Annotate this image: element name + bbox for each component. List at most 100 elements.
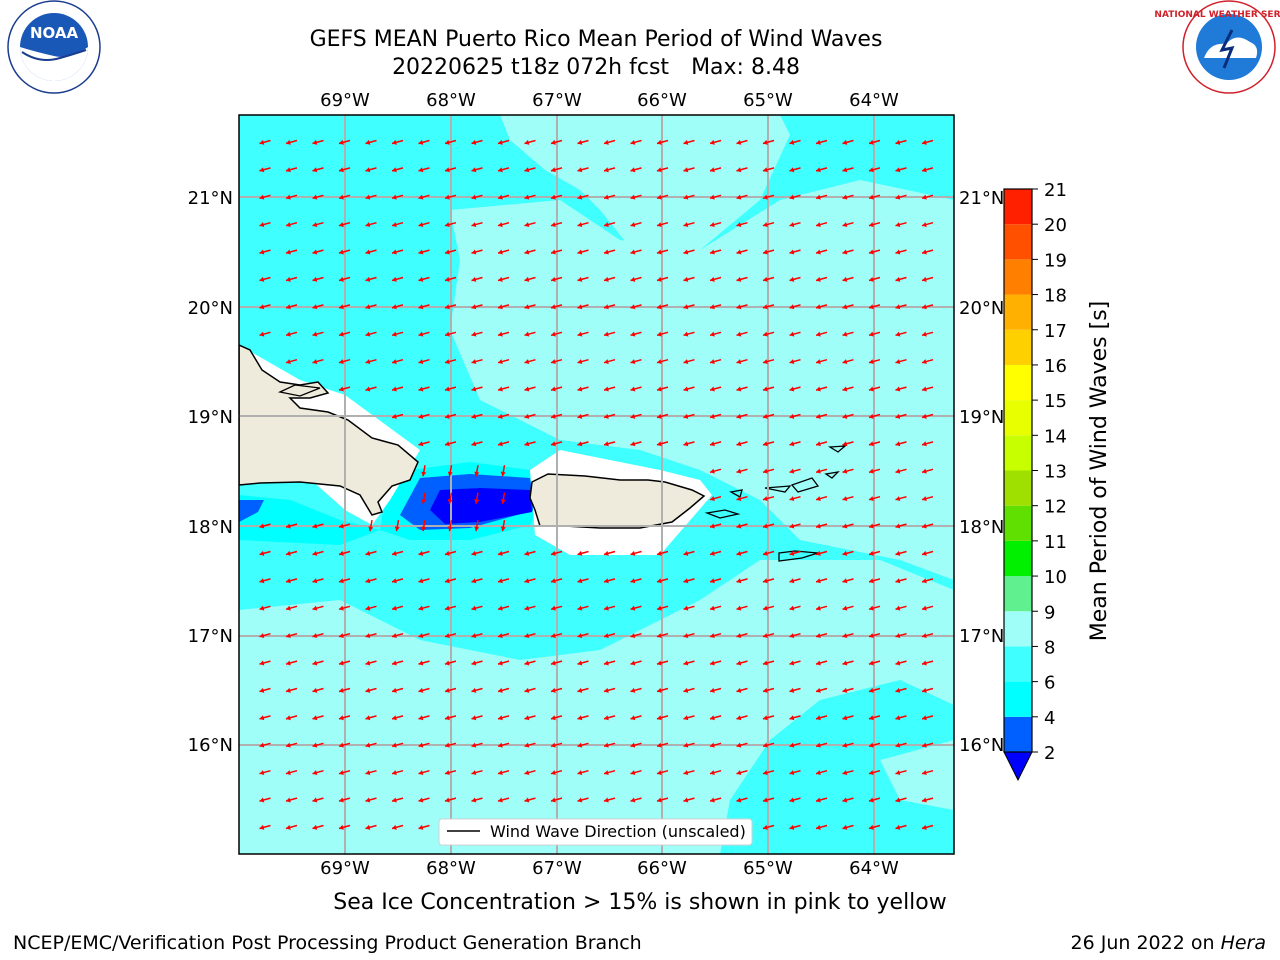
wind-arrow — [762, 276, 775, 282]
wind-arrow — [550, 358, 563, 365]
wind-arrow — [550, 632, 563, 639]
wind-arrow — [842, 194, 854, 200]
wind-arrow — [471, 605, 483, 611]
wind-arrow — [656, 441, 669, 447]
lon-label-bottom: 69°W — [320, 858, 370, 879]
wind-arrow — [736, 578, 748, 584]
wind-arrow — [683, 742, 695, 748]
wind-arrow — [444, 605, 457, 611]
wind-arrow — [312, 139, 324, 145]
wind-arrow — [421, 465, 427, 477]
wind-arrow — [842, 358, 854, 365]
wind-arrow — [789, 304, 801, 310]
wind-arrow — [285, 769, 298, 776]
wind-arrow — [391, 742, 404, 748]
wind-arrow — [921, 769, 934, 776]
wind-arrow — [550, 578, 563, 584]
wind-arrow — [709, 276, 722, 282]
colorbar-ticks: 2 4 6 8 9 10 11 12 13 14 15 16 17 18 19 20 21 — [1032, 180, 1067, 764]
wind-arrow — [259, 523, 271, 529]
wind-arrow — [285, 824, 298, 830]
wind-arrow — [312, 797, 324, 803]
wind-arrow — [683, 715, 695, 721]
island-outline — [827, 445, 847, 453]
wind-arrow — [789, 687, 801, 693]
wind-arrow — [471, 386, 483, 392]
wind-arrow — [921, 715, 934, 721]
wind-arrow — [394, 519, 400, 532]
wind-arrow — [497, 715, 510, 721]
wind-arrow — [842, 221, 854, 228]
wind-arrow — [365, 578, 377, 584]
wind-arrow — [444, 167, 457, 173]
wind-arrow — [709, 304, 722, 310]
wind-arrow — [815, 550, 828, 556]
wind-arrow — [709, 742, 722, 748]
wind-arrow — [709, 578, 722, 584]
wind-arrow — [338, 523, 351, 529]
wind-arrow — [736, 523, 748, 529]
wind-arrow — [789, 660, 801, 666]
wind-arrow — [815, 441, 828, 447]
wind-arrow — [630, 769, 642, 776]
wind-arrow — [709, 715, 722, 721]
wind-arrow — [550, 386, 563, 392]
wind-arrow — [577, 386, 589, 392]
colorbar-segment — [1004, 470, 1032, 506]
wind-arrow — [656, 769, 669, 776]
wind-arrow — [550, 139, 563, 145]
wind-arrow — [285, 550, 298, 556]
wind-arrow — [842, 276, 854, 282]
wind-arrow — [630, 605, 642, 611]
wind-arrow — [789, 605, 801, 611]
wind-arrow — [921, 221, 934, 228]
wind-arrow — [418, 221, 430, 228]
colorbar-tick-label: 19 — [1044, 250, 1067, 271]
wind-arrow — [285, 276, 298, 282]
hispaniola-land — [239, 344, 419, 516]
colorbar-tick-label: 9 — [1044, 602, 1055, 623]
wind-arrow — [497, 167, 510, 173]
wind-arrow — [471, 578, 483, 584]
wind-arrow — [338, 578, 351, 584]
wind-arrow — [921, 687, 934, 693]
wind-arrow — [603, 194, 616, 200]
wind-arrow — [868, 221, 881, 228]
wind-arrow — [762, 660, 775, 666]
colorbar-segment — [1004, 400, 1032, 436]
wind-arrow — [418, 139, 430, 145]
wind-arrow — [259, 249, 271, 255]
colorbar-tick-label: 20 — [1044, 215, 1067, 236]
wind-arrow — [391, 304, 404, 310]
wind-arrow — [418, 276, 430, 282]
wind-arrow — [365, 715, 377, 721]
wind-arrow — [368, 519, 374, 532]
wind-arrow — [815, 358, 828, 365]
wind-arrow — [921, 578, 934, 584]
wind-arrow — [683, 358, 695, 365]
colorbar-tick-label: 13 — [1044, 462, 1067, 483]
wind-arrow — [312, 523, 324, 529]
lat-label-left: 19°N — [188, 407, 233, 428]
wind-arrow — [736, 249, 748, 255]
map-legend: Wind Wave Direction (unscaled) — [438, 818, 753, 846]
wind-arrow — [471, 139, 483, 145]
contour-region-under2 — [430, 488, 532, 524]
lon-label-bottom: 64°W — [849, 858, 899, 879]
lat-label-right: 18°N — [959, 517, 1004, 538]
wind-arrow — [921, 194, 934, 200]
wind-arrow — [391, 413, 404, 419]
wind-arrow — [444, 715, 457, 721]
wind-arrow — [259, 605, 271, 611]
wind-arrow — [474, 465, 480, 477]
wind-arrow — [524, 276, 536, 282]
wind-arrow — [444, 386, 457, 392]
lon-label-bottom: 65°W — [743, 858, 793, 879]
wind-arrow — [683, 194, 695, 200]
wind-arrow — [550, 194, 563, 200]
wind-arrow — [815, 276, 828, 282]
wind-arrow — [683, 605, 695, 611]
wind-arrow — [365, 331, 377, 337]
wind-arrow — [842, 715, 854, 721]
wind-arrow — [312, 358, 324, 365]
